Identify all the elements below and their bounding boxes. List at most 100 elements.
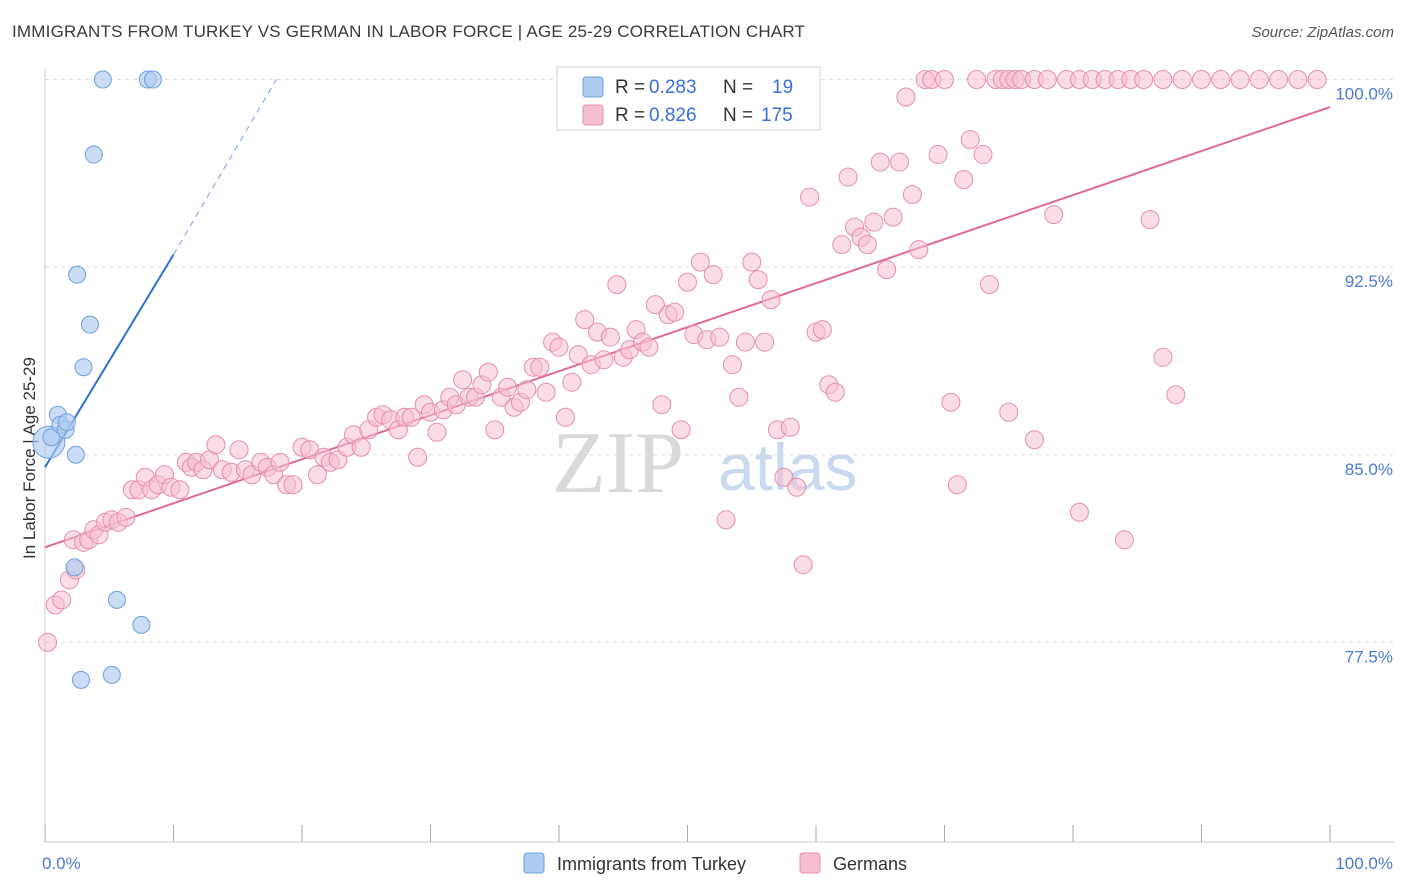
- germans-point: [774, 467, 794, 487]
- turkey-point: [132, 615, 151, 634]
- germans-point: [600, 327, 620, 347]
- germans-point: [967, 70, 987, 90]
- germans-point: [896, 87, 916, 107]
- legend-n-value-germans: 175: [761, 105, 793, 126]
- germans-point: [890, 152, 910, 172]
- germans-point: [498, 377, 518, 397]
- germans-point: [870, 152, 890, 172]
- germans-point: [116, 507, 136, 527]
- germans-point: [832, 235, 852, 255]
- germans-point: [960, 130, 980, 150]
- germans-point: [710, 327, 730, 347]
- germans-point: [755, 332, 775, 352]
- germans-point: [652, 395, 672, 415]
- turkey-point: [84, 145, 103, 164]
- germans-point: [928, 145, 948, 165]
- germans-point: [748, 270, 768, 290]
- germans-point: [716, 510, 736, 530]
- legend-n-label: N =: [723, 105, 753, 126]
- germans-points: [38, 70, 1327, 652]
- legend-n-label: N =: [723, 77, 753, 98]
- source-credit: Source: ZipAtlas.com: [1251, 24, 1394, 41]
- series-legend-swatch-turkey: [523, 852, 545, 874]
- legend-r-value-germans: 0.826: [649, 105, 697, 126]
- stats-legend: R = 0.283 N = 19 R = 0.826 N = 175: [556, 66, 821, 131]
- germans-point: [665, 302, 685, 322]
- germans-point: [864, 212, 884, 232]
- germans-point: [1153, 347, 1173, 367]
- germans-point: [229, 440, 249, 460]
- turkey-point: [57, 413, 76, 432]
- y-axis-title: In Labor Force | Age 25-29: [20, 357, 39, 559]
- germans-point: [742, 252, 762, 272]
- turkey-point: [93, 70, 112, 89]
- germans-point: [800, 187, 820, 207]
- germans-point: [954, 170, 974, 190]
- turkey-points: [32, 70, 162, 689]
- turkey-point: [65, 558, 84, 577]
- germans-point: [427, 422, 447, 442]
- germans-point: [1288, 70, 1308, 90]
- chart-title: IMMIGRANTS FROM TURKEY VS GERMAN IN LABO…: [12, 22, 806, 41]
- series-legend-label-turkey: Immigrants from Turkey: [557, 854, 746, 874]
- germans-point: [1069, 502, 1089, 522]
- germans-point: [877, 260, 897, 280]
- germans-point: [1037, 70, 1057, 90]
- germans-point: [973, 145, 993, 165]
- y-tick-label: 85.0%: [1345, 460, 1393, 479]
- germans-point: [170, 480, 190, 500]
- germans-point: [270, 452, 290, 472]
- germans-point: [52, 590, 72, 610]
- germans-point: [1114, 530, 1134, 550]
- germans-point: [1172, 70, 1192, 90]
- germans-point: [671, 420, 691, 440]
- germans-point: [857, 235, 877, 255]
- germans-point: [1153, 70, 1173, 90]
- series-legend-swatch-germans: [799, 852, 821, 874]
- turkey-point: [42, 428, 61, 447]
- germans-point: [307, 465, 327, 485]
- germans-point: [935, 70, 954, 90]
- germans-point: [555, 407, 575, 427]
- turkey-trend-extension: [173, 79, 277, 255]
- germans-point: [536, 382, 556, 402]
- germans-point: [979, 275, 999, 295]
- legend-swatch-germans: [582, 104, 604, 126]
- germans-point: [401, 407, 421, 427]
- germans-point: [999, 402, 1019, 422]
- germans-point: [1140, 210, 1160, 230]
- germans-point: [678, 272, 697, 292]
- y-tick-label: 100.0%: [1335, 85, 1393, 104]
- germans-point: [761, 290, 781, 310]
- x-tick-label-max: 100.0%: [1335, 854, 1393, 873]
- germans-point: [838, 167, 858, 187]
- turkey-point: [102, 665, 121, 684]
- series-legend-label-germans: Germans: [833, 854, 907, 874]
- y-tick-label: 77.5%: [1345, 647, 1393, 666]
- germans-point: [485, 420, 505, 440]
- germans-point: [1024, 430, 1044, 450]
- germans-point: [562, 372, 582, 392]
- germans-point: [1211, 70, 1231, 90]
- germans-point: [206, 435, 226, 455]
- y-tick-label: 92.5%: [1345, 272, 1393, 291]
- germans-point: [478, 362, 498, 382]
- germans-point: [453, 370, 473, 390]
- germans-point: [575, 310, 595, 330]
- x-tick-label-min: 0.0%: [42, 854, 81, 873]
- watermark-zip: ZIP: [552, 415, 684, 512]
- germans-point: [530, 357, 550, 377]
- germans-point: [607, 275, 627, 295]
- germans-point: [947, 475, 967, 495]
- turkey-point: [71, 670, 90, 689]
- series-legend: Immigrants from Turkey Germans: [523, 852, 907, 874]
- germans-point: [351, 437, 371, 457]
- turkey-point: [68, 265, 87, 284]
- germans-point: [1307, 70, 1327, 90]
- germans-point: [902, 185, 922, 205]
- germans-point: [729, 387, 749, 407]
- turkey-point: [80, 315, 99, 334]
- germans-point: [941, 392, 961, 412]
- legend-swatch-turkey: [582, 76, 604, 98]
